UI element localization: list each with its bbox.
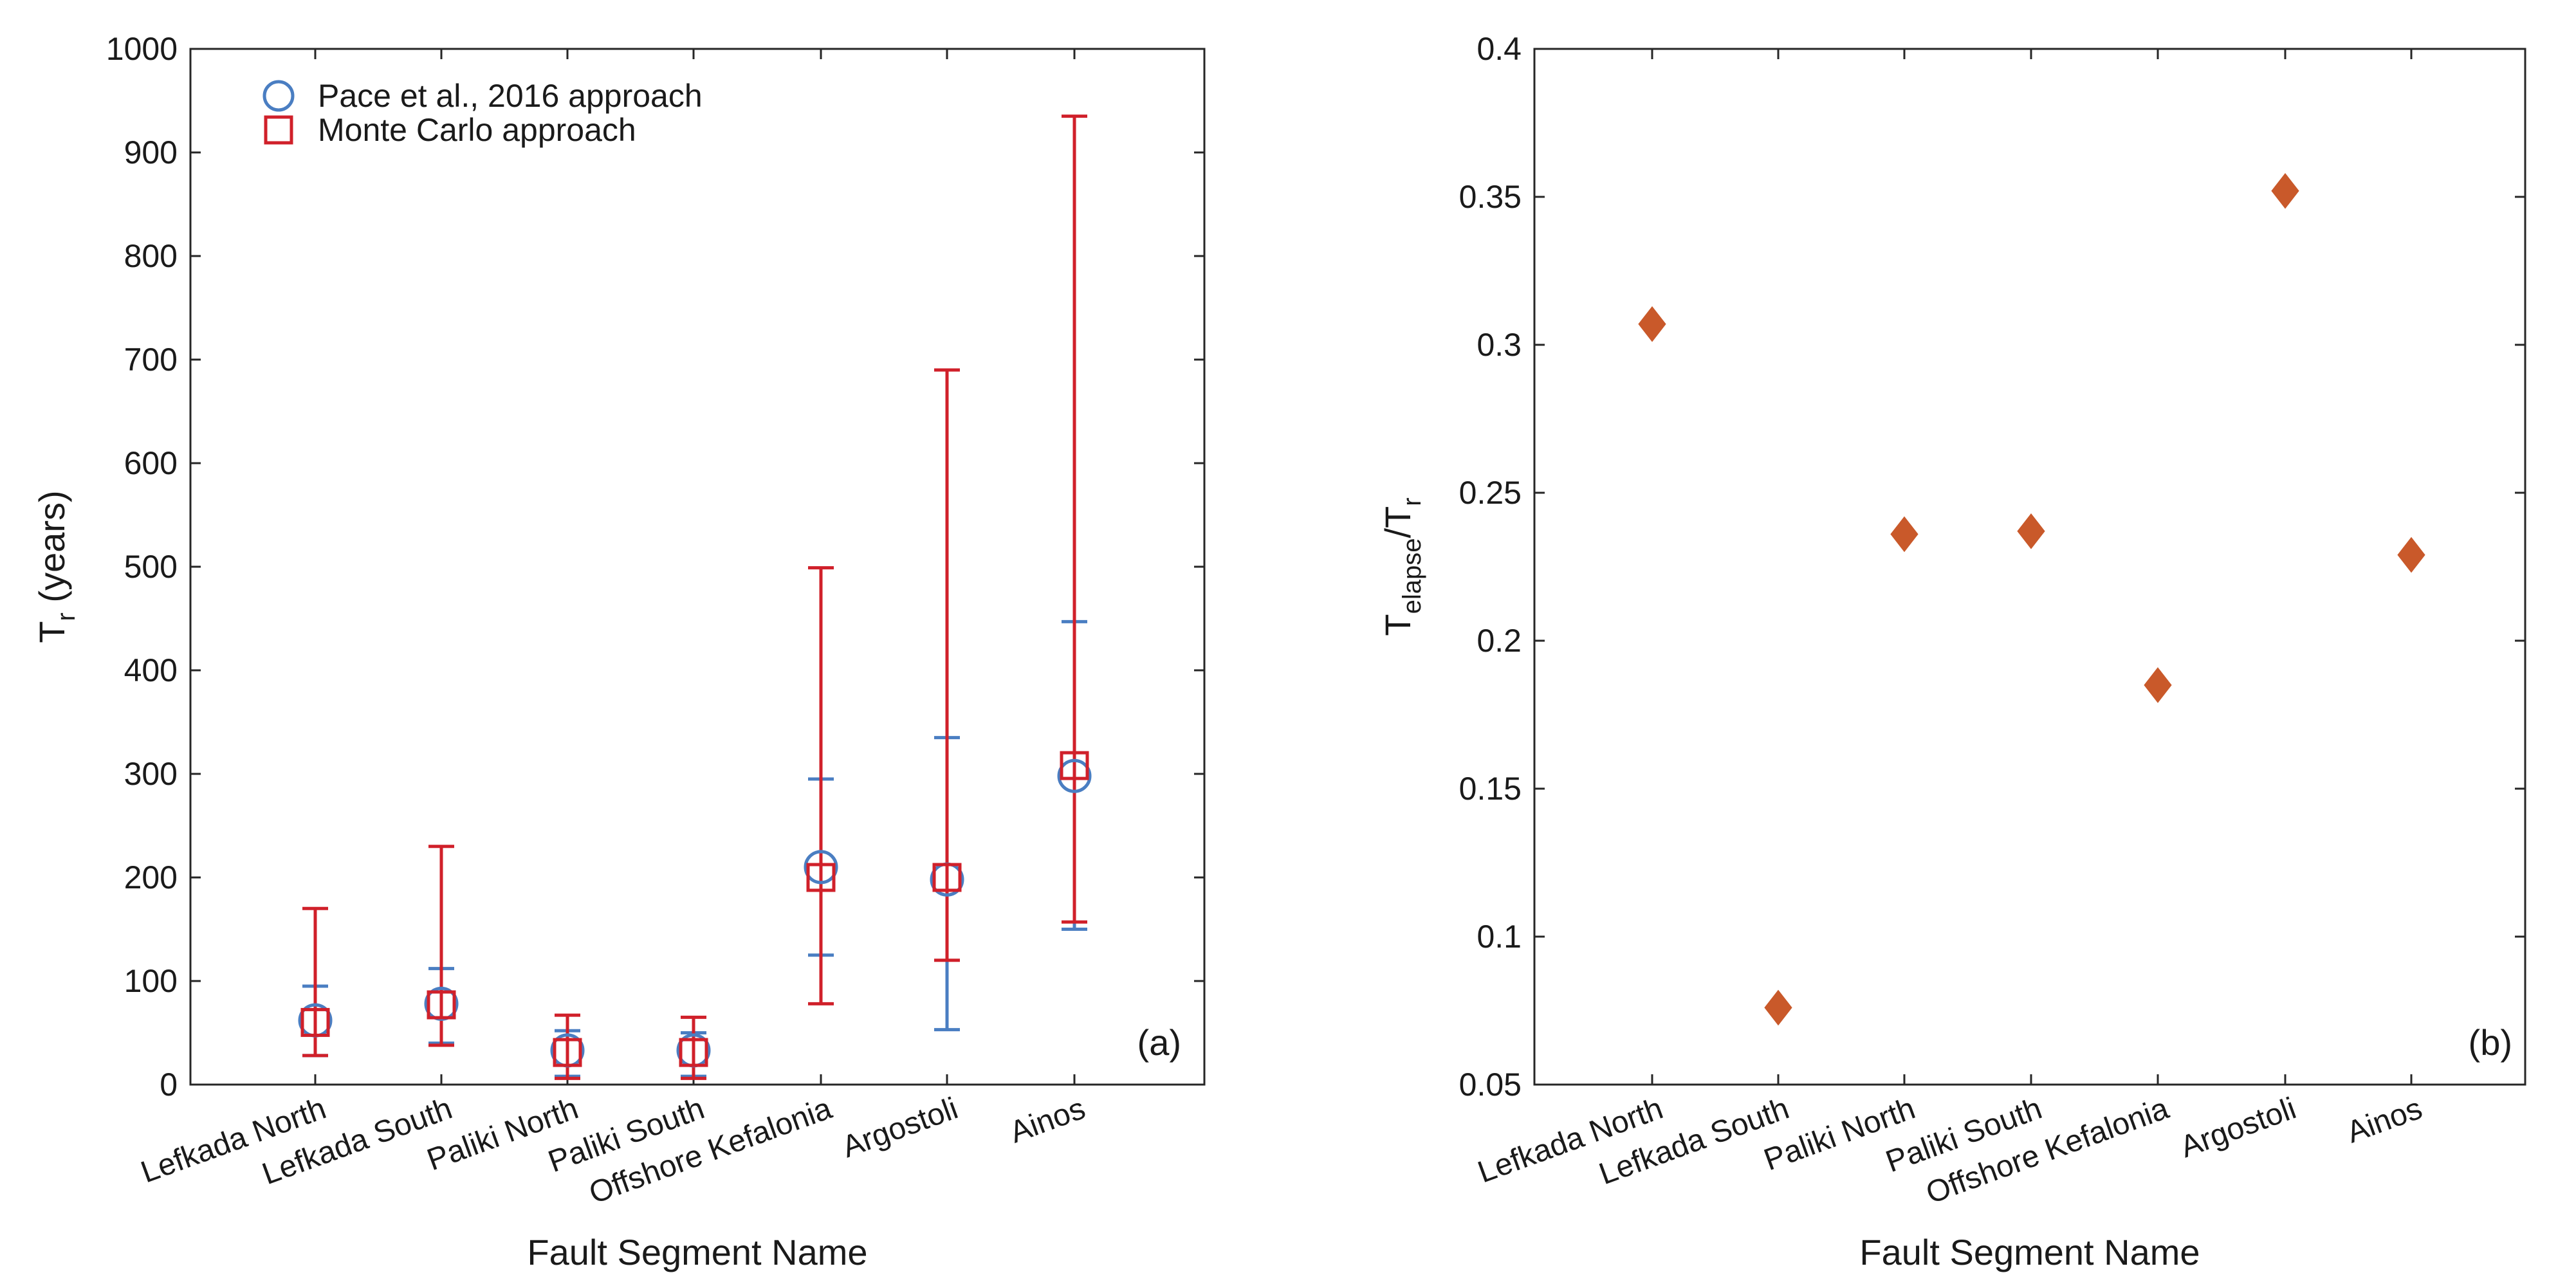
pace-point-offshore-kefalonia	[804, 850, 838, 885]
panel-a-category-label-ainos: Ainos	[1006, 1092, 1090, 1150]
panel-b-plot-frame	[1533, 48, 2526, 1086]
panel-b: 0.050.10.150.20.250.30.350.4 Lefkada Nor…	[1377, 31, 2526, 1272]
panel-a-y-axis-label: Tr (years)	[32, 490, 80, 643]
panel-b-y-tick-label: 0.2	[1477, 623, 1522, 659]
panel-a-y-tick-label: 500	[124, 549, 178, 585]
panel-b-category-label-argostoli: Argostoli	[2176, 1092, 2301, 1165]
ratio-point-ainos	[2397, 537, 2425, 573]
panel-b-category-label-ainos: Ainos	[2342, 1092, 2427, 1150]
legend-square-marker	[264, 115, 293, 145]
ratio-point-argostoli	[2271, 172, 2299, 209]
legend-label-pace: Pace et al., 2016 approach	[318, 78, 703, 114]
pace-point-ainos	[1057, 758, 1092, 793]
ratio-point-paliki-north	[1890, 516, 1918, 553]
panel-b-y-axis-label: Telapse/Tr	[1377, 497, 1426, 636]
panel-a-label: (a)	[1137, 1022, 1181, 1063]
ratio-point-paliki-south	[2017, 513, 2045, 549]
panel-b-y-tick-label: 0.25	[1459, 475, 1522, 511]
ratio-point-lefkada-south	[1764, 989, 1792, 1026]
panel-a-y-tick-label: 1000	[106, 31, 178, 67]
panel-a-y-tick-label: 200	[124, 859, 178, 895]
panel-a-y-tick-label: 900	[124, 134, 178, 170]
panel-b-y-tick-label: 0.15	[1459, 771, 1522, 807]
panel-a-plot-frame	[189, 48, 1206, 1086]
monte-carlo-point-paliki-north	[553, 1038, 582, 1067]
panel-b-y-tick-label: 0.4	[1477, 31, 1522, 67]
panel-b-x-axis-label: Fault Segment Name	[1859, 1232, 2200, 1272]
panel-b-label: (b)	[2469, 1022, 2512, 1063]
panel-a-y-tick-label: 300	[124, 756, 178, 792]
monte-carlo-point-argostoli	[932, 863, 962, 892]
ratio-point-offshore-kefalonia	[2144, 667, 2172, 703]
panel-a-y-tick-label: 700	[124, 342, 178, 378]
legend-circle-marker	[262, 80, 295, 112]
ratio-point-lefkada-north	[1638, 306, 1666, 342]
monte-carlo-point-lefkada-north	[300, 1007, 330, 1037]
panel-a-category-label-argostoli: Argostoli	[838, 1092, 962, 1165]
panel-a-y-tick-label: 800	[124, 238, 178, 274]
panel-b-y-tick-label: 0.3	[1477, 327, 1522, 363]
panel-b-y-tick-label: 0.1	[1477, 919, 1522, 955]
monte-carlo-point-lefkada-south	[427, 990, 456, 1020]
monte-carlo-point-ainos	[1060, 751, 1089, 780]
panel-a-y-tick-label: 400	[124, 652, 178, 688]
panel-a-y-tick-label: 0	[160, 1067, 178, 1103]
panel-a-x-axis-label: Fault Segment Name	[527, 1232, 867, 1272]
panel-a-legend: Pace et al., 2016 approach Monte Carlo a…	[262, 78, 703, 148]
monte-carlo-point-offshore-kefalonia	[806, 863, 836, 892]
panel-b-y-tick-label: 0.05	[1459, 1067, 1522, 1103]
legend-label-monte-carlo: Monte Carlo approach	[318, 112, 636, 148]
panel-a-y-tick-label: 100	[124, 963, 178, 999]
monte-carlo-point-paliki-south	[679, 1038, 708, 1067]
panel-b-y-tick-label: 0.35	[1459, 179, 1522, 215]
panel-a-y-tick-label: 600	[124, 445, 178, 481]
